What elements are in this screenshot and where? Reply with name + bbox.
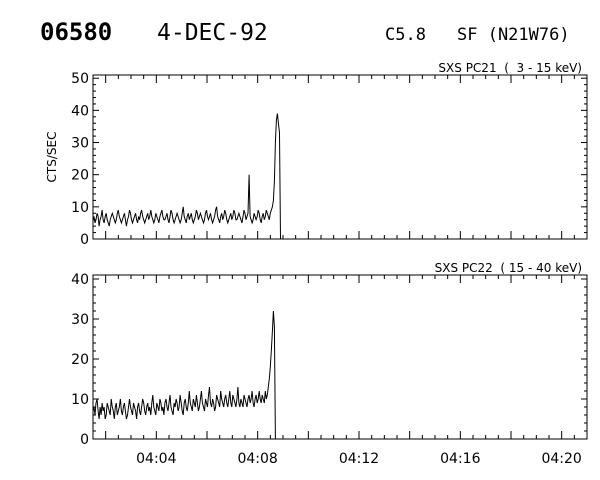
panel-1-y-tick-label: 50 <box>71 71 89 87</box>
x-tick-label: 04:04 <box>136 451 176 467</box>
panel-2-y-tick-label: 10 <box>71 392 89 408</box>
x-tick-label: 04:16 <box>440 451 480 467</box>
panel-1-y-tick-label: 30 <box>71 136 89 152</box>
panel-1-y-tick-label: 40 <box>71 103 89 119</box>
panel-2-y-tick-label: 30 <box>71 312 89 328</box>
panel-1-y-tick-label: 0 <box>80 232 89 248</box>
panel-1-marks: 0 10 20 30 40 50 <box>71 71 588 248</box>
panel-2-frame <box>92 274 588 440</box>
panel-1-y-tick-label: 20 <box>71 168 89 184</box>
panel-1-series-line <box>92 113 281 240</box>
y-axis-label: CTS/SEC <box>45 132 59 183</box>
panel-2-title: SXS PC22 ( 15 - 40 keV) <box>435 261 582 275</box>
panel-2-y-tick-label: 20 <box>71 352 89 368</box>
panel-2-marks: 0 10 20 30 40 04:04 04:08 04:12 04:16 04:20 <box>71 272 588 467</box>
event-id: 06580 <box>40 18 112 46</box>
event-date: 4-DEC-92 <box>157 20 268 46</box>
panel-2-series-line <box>92 310 276 440</box>
panel-2-y-tick-label: 0 <box>80 432 89 448</box>
x-tick-label: 04:08 <box>237 451 277 467</box>
flare-class: C5.8 <box>385 25 426 45</box>
x-tick-label: 04:12 <box>339 451 379 467</box>
panel-1-frame <box>92 74 588 240</box>
panel-2-y-tick-label: 40 <box>71 272 89 288</box>
flare-location: SF (N21W76) <box>457 25 570 45</box>
x-tick-label: 04:20 <box>541 451 581 467</box>
panel-1-title: SXS PC21 ( 3 - 15 keV) <box>438 61 582 75</box>
panel-1-y-tick-label: 10 <box>71 200 89 216</box>
